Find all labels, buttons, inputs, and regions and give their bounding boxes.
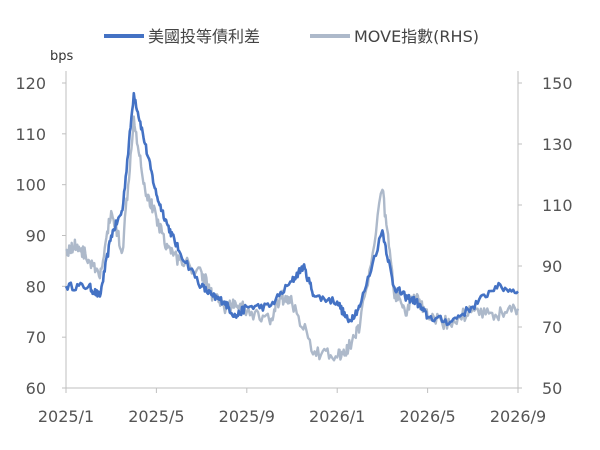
left-tick-label: 70 (26, 328, 46, 347)
right-tick-label: 150 (542, 74, 573, 93)
x-tick-label: 2025/1 (38, 407, 94, 426)
right-y-axis: 50 70 90 110 130 150 (517, 71, 573, 398)
x-tick-label: 2025/9 (219, 407, 275, 426)
left-tick-label: 90 (26, 227, 46, 246)
left-tick-label: 60 (26, 379, 46, 398)
x-tick-label: 2026/9 (490, 407, 546, 426)
right-tick-label: 50 (542, 379, 562, 398)
right-tick-label: 130 (542, 135, 573, 154)
left-tick-label: 80 (26, 277, 46, 296)
legend-label: MOVE指數(RHS) (354, 27, 479, 46)
plot-area (64, 91, 520, 362)
left-tick-label: 100 (15, 176, 46, 195)
legend: 美國投等債利差 MOVE指數(RHS) (104, 27, 479, 46)
left-y-axis: 60 70 80 90 100 110 120 (15, 71, 67, 398)
left-tick-label: 110 (15, 125, 46, 144)
left-tick-label: 120 (15, 74, 46, 93)
right-tick-label: 70 (542, 318, 562, 337)
right-tick-label: 110 (542, 196, 573, 215)
x-tick-label: 2026/5 (399, 407, 455, 426)
series-line-ig-spread (64, 91, 519, 327)
legend-label: 美國投等債利差 (148, 27, 260, 46)
y-unit-label: bps (50, 49, 74, 64)
x-axis: 2025/1 2025/5 2025/9 2026/1 2026/5 2026/9 (38, 387, 546, 426)
x-tick-label: 2026/1 (309, 407, 365, 426)
right-tick-label: 90 (542, 257, 562, 276)
x-tick-label: 2025/5 (128, 407, 184, 426)
